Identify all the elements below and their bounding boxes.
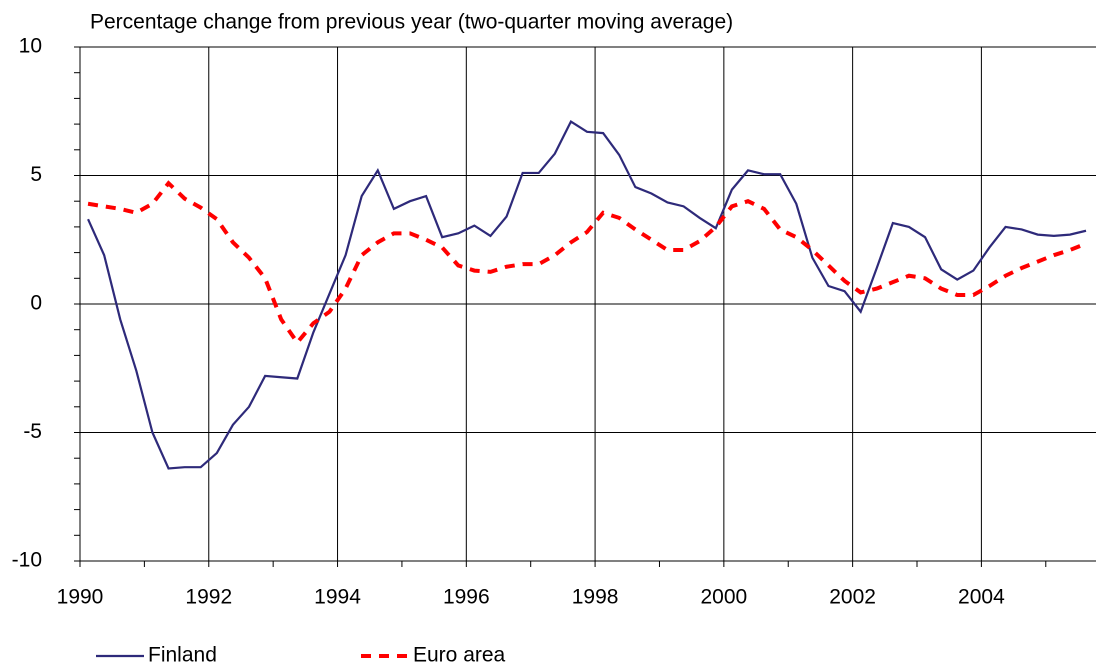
x-tick-label: 2002	[829, 586, 876, 609]
x-tick-label: 2004	[958, 586, 1005, 609]
y-tick-label: -10	[12, 549, 42, 572]
series-line	[87, 119, 1087, 470]
legend-label: Finland	[148, 644, 217, 667]
y-tick-label: 0	[30, 292, 42, 315]
y-tick-label: -5	[23, 420, 42, 443]
chart-title: Percentage change from previous year (tw…	[90, 11, 733, 34]
series-line	[87, 180, 1087, 346]
x-tick-label: 1996	[443, 586, 490, 609]
x-tick-label: 1992	[185, 586, 232, 609]
y-tick-label: 10	[19, 35, 42, 58]
x-tick-label: 2000	[700, 586, 747, 609]
x-tick-label: 1994	[314, 586, 361, 609]
y-tick-label: 5	[30, 163, 42, 186]
legend-label: Euro area	[413, 644, 506, 667]
x-tick-label: 1990	[57, 586, 104, 609]
x-tick-label: 1998	[572, 586, 619, 609]
